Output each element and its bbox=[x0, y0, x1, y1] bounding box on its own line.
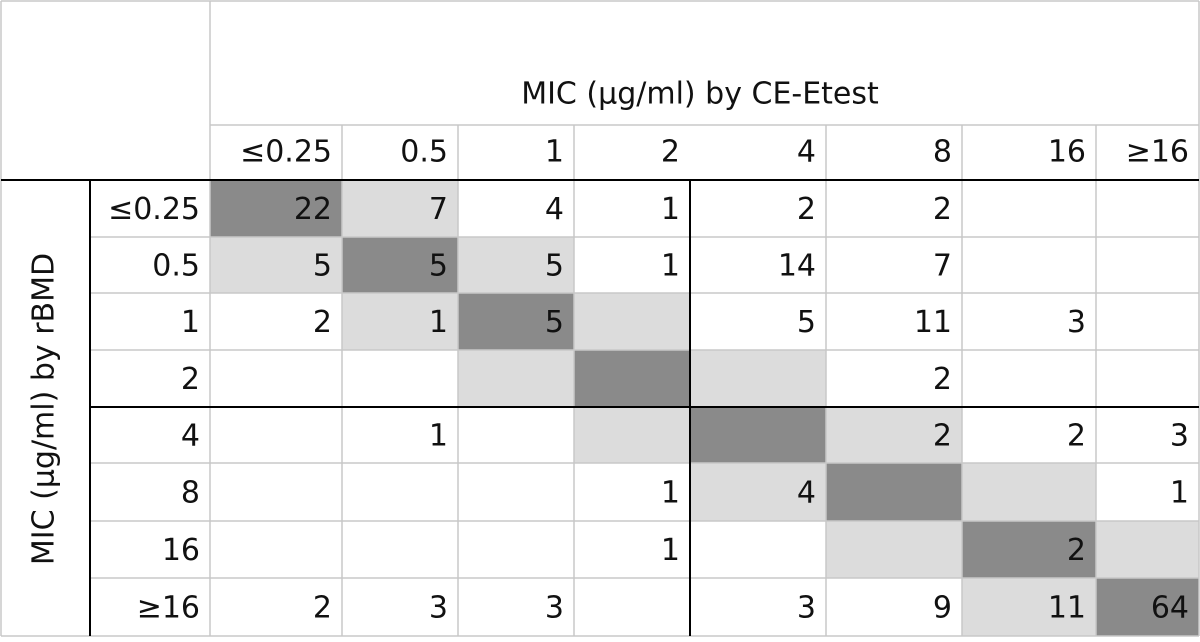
cell-count: 5 bbox=[313, 249, 332, 284]
near-agreement-cell bbox=[342, 180, 458, 237]
near-agreement-cell bbox=[962, 463, 1096, 521]
agreement-cell bbox=[458, 293, 574, 350]
cell-count: 1 bbox=[429, 305, 448, 340]
column-header: ≥16 bbox=[1126, 135, 1189, 170]
cell-count: 5 bbox=[797, 305, 816, 340]
agreement-cell bbox=[962, 521, 1096, 578]
column-header: 1 bbox=[545, 135, 564, 170]
near-agreement-cell bbox=[826, 521, 962, 578]
cell-count: 3 bbox=[1067, 305, 1086, 340]
cell-count: 1 bbox=[661, 476, 680, 511]
cell-count: 11 bbox=[1048, 591, 1086, 626]
column-header: 4 bbox=[797, 135, 816, 170]
agreement-cell bbox=[342, 237, 458, 293]
cell-count: 7 bbox=[933, 249, 952, 284]
cell-count: 5 bbox=[545, 305, 564, 340]
cell-count: 64 bbox=[1151, 591, 1189, 626]
cell-count: 2 bbox=[933, 419, 952, 454]
cell-count: 2 bbox=[313, 305, 332, 340]
near-agreement-cell bbox=[458, 237, 574, 293]
cell-count: 2 bbox=[797, 192, 816, 227]
cell-count: 3 bbox=[545, 591, 564, 626]
row-header: ≥16 bbox=[137, 591, 200, 626]
near-agreement-cell bbox=[962, 578, 1096, 636]
cell-count: 4 bbox=[797, 476, 816, 511]
cell-count: 5 bbox=[429, 249, 448, 284]
row-header: 4 bbox=[181, 419, 200, 454]
cell-count: 2 bbox=[1067, 419, 1086, 454]
column-header: 8 bbox=[933, 135, 952, 170]
cell-count: 7 bbox=[429, 192, 448, 227]
row-header: 16 bbox=[162, 533, 200, 568]
near-agreement-cell bbox=[574, 407, 690, 463]
cell-count: 4 bbox=[545, 192, 564, 227]
cell-count: 2 bbox=[1067, 533, 1086, 568]
agreement-cell bbox=[1096, 578, 1199, 636]
column-header: ≤0.25 bbox=[240, 135, 332, 170]
column-header: 2 bbox=[661, 135, 680, 170]
near-agreement-cell bbox=[458, 350, 574, 407]
column-header: 16 bbox=[1048, 135, 1086, 170]
row-header: 8 bbox=[181, 476, 200, 511]
column-title: MIC (µg/ml) by CE-Etest bbox=[521, 77, 879, 112]
cell-count: 14 bbox=[778, 249, 816, 284]
cell-count: 3 bbox=[429, 591, 448, 626]
agreement-cell bbox=[210, 180, 342, 237]
near-agreement-cell bbox=[342, 293, 458, 350]
row-header: ≤0.25 bbox=[108, 192, 200, 227]
cell-count: 1 bbox=[661, 192, 680, 227]
cell-count: 1 bbox=[429, 419, 448, 454]
cell-count: 22 bbox=[294, 192, 332, 227]
column-header: 0.5 bbox=[400, 135, 448, 170]
cell-count: 5 bbox=[545, 249, 564, 284]
cell-count: 2 bbox=[933, 362, 952, 397]
cell-count: 11 bbox=[914, 305, 952, 340]
near-agreement-cell bbox=[826, 407, 962, 463]
cell-count: 2 bbox=[933, 192, 952, 227]
cell-count: 1 bbox=[661, 533, 680, 568]
near-agreement-cell bbox=[690, 463, 826, 521]
near-agreement-cell bbox=[574, 293, 690, 350]
row-header: 0.5 bbox=[152, 249, 200, 284]
cell-count: 1 bbox=[661, 249, 680, 284]
row-title: MIC (µg/ml) by rBMD bbox=[27, 253, 62, 565]
agreement-cell bbox=[826, 463, 962, 521]
cell-count: 2 bbox=[313, 591, 332, 626]
cell-count: 3 bbox=[797, 591, 816, 626]
agreement-cell bbox=[574, 350, 690, 407]
row-header: 2 bbox=[181, 362, 200, 397]
near-agreement-cell bbox=[1096, 521, 1199, 578]
row-header: 1 bbox=[181, 305, 200, 340]
near-agreement-cell bbox=[210, 237, 342, 293]
cell-count: 9 bbox=[933, 591, 952, 626]
cell-count: 1 bbox=[1170, 476, 1189, 511]
agreement-cell bbox=[690, 407, 826, 463]
near-agreement-cell bbox=[690, 350, 826, 407]
cell-count: 3 bbox=[1170, 419, 1189, 454]
